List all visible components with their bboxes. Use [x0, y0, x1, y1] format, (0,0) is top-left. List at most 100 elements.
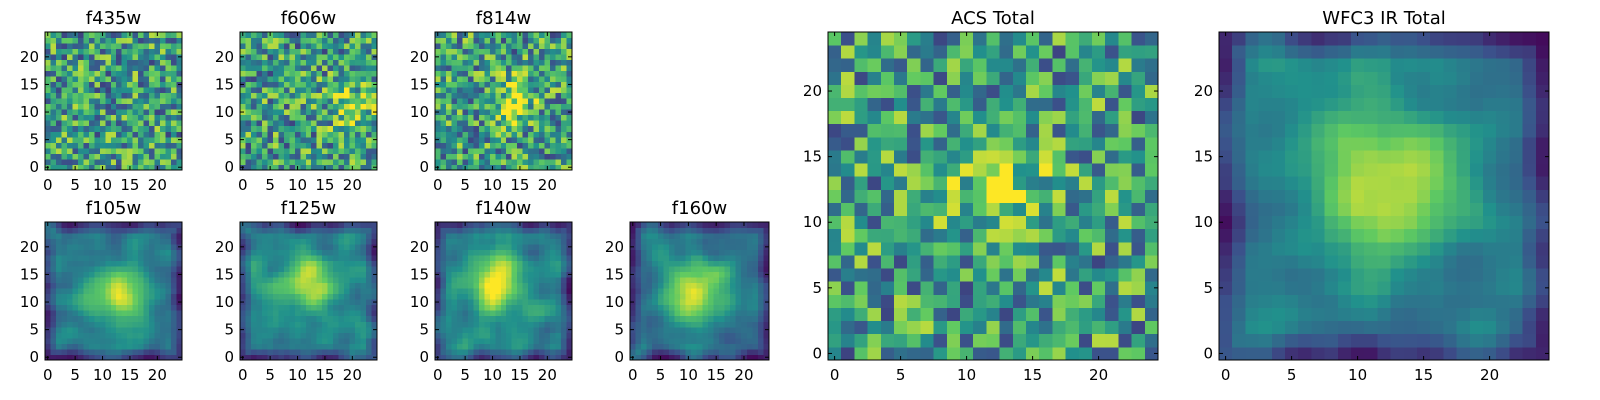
heat-cell [371, 288, 378, 295]
heat-cell [305, 70, 312, 77]
heat-cell [250, 266, 257, 273]
heat-cell [311, 348, 318, 355]
heat-cell [544, 158, 551, 165]
heat-cell [116, 315, 123, 322]
heat-cell [561, 65, 567, 72]
heat-cell [99, 277, 106, 284]
heat-cell [757, 233, 764, 239]
heat-cell [867, 163, 882, 177]
heat-cell [143, 266, 150, 273]
heat-cell [240, 293, 246, 300]
heat-cell [561, 103, 567, 110]
heat-cell [657, 315, 664, 322]
heat-cell [344, 98, 350, 105]
heat-cell [506, 244, 513, 250]
heat-cell [300, 120, 307, 127]
heat-cell [311, 238, 318, 245]
heat-cell [691, 233, 698, 239]
heat-cell [105, 233, 112, 239]
heat-cell [160, 304, 166, 311]
heat-cell [283, 131, 290, 138]
heat-cell [757, 304, 764, 311]
y-tick-label: 15 [215, 75, 234, 93]
heat-cell [735, 326, 742, 333]
heat-cell [533, 81, 540, 88]
heat-cell [110, 326, 117, 333]
heat-cell [61, 255, 68, 262]
heat-cell [707, 233, 714, 239]
heat-cell [445, 59, 452, 66]
heat-cell [138, 37, 145, 44]
heat-cell [77, 266, 84, 273]
heat-cell [630, 332, 636, 339]
heat-cell [143, 87, 150, 94]
heat-cell [867, 294, 882, 308]
heat-cell [240, 65, 246, 72]
heat-cell [544, 54, 551, 60]
heat-cell [72, 120, 79, 127]
heat-cell [707, 321, 714, 328]
heat-cell [854, 228, 868, 243]
heat-cell [176, 142, 183, 149]
heat-cell [289, 125, 296, 132]
heat-cell [506, 98, 513, 105]
heat-cell [94, 238, 101, 245]
heat-cell [267, 348, 274, 355]
y-tick-label: 0 [224, 348, 234, 366]
heat-cell [484, 337, 491, 344]
heat-cell [132, 81, 139, 88]
heat-cell [920, 123, 934, 138]
heat-cell [327, 321, 334, 328]
heat-cell [555, 131, 562, 138]
heat-cell [94, 260, 101, 267]
heat-cell [154, 282, 161, 289]
heat-cell [121, 222, 128, 228]
heat-cell [154, 332, 161, 339]
heat-cell [445, 266, 452, 273]
heat-cell [278, 238, 285, 245]
heat-cell [316, 125, 323, 132]
heat-cell [338, 76, 345, 83]
heat-cell [511, 315, 518, 322]
heat-cell [440, 32, 447, 38]
heat-cell [267, 114, 274, 121]
heat-cell [366, 125, 372, 132]
heat-cell [355, 120, 361, 127]
heat-cell [294, 76, 301, 83]
heat-cell [685, 271, 692, 278]
heat-cell [289, 282, 296, 289]
y-tick-label: 10 [215, 293, 234, 311]
heat-cell [105, 142, 112, 149]
heat-cell [511, 354, 518, 361]
heat-cell [77, 271, 84, 278]
heat-cell [674, 354, 681, 361]
heat-cell [55, 136, 62, 143]
heat-cell [763, 266, 770, 273]
heat-cell [555, 315, 562, 322]
heat-cell [50, 343, 57, 350]
heat-cell [371, 249, 378, 256]
heat-cell [854, 97, 868, 112]
heat-cell [691, 282, 698, 289]
heat-cell [445, 293, 452, 300]
heat-cell [489, 120, 496, 127]
heat-cell [66, 277, 73, 284]
heat-cell [763, 227, 770, 234]
heat-cell [960, 84, 974, 98]
heat-cell [539, 315, 545, 322]
heat-cell [344, 32, 350, 38]
heat-cell [752, 293, 759, 300]
heat-cell [272, 48, 279, 55]
heat-cell [355, 142, 361, 149]
heat-cell [240, 48, 246, 55]
heat-cell [160, 92, 166, 99]
heat-cell [171, 326, 177, 333]
heat-cell [544, 233, 551, 239]
heat-cell [294, 321, 301, 328]
heat-cell [333, 103, 340, 110]
heat-cell [61, 37, 68, 44]
heat-cell [45, 103, 51, 110]
heat-cell [294, 337, 301, 344]
heat-cell [718, 337, 725, 344]
heat-cell [907, 163, 921, 177]
